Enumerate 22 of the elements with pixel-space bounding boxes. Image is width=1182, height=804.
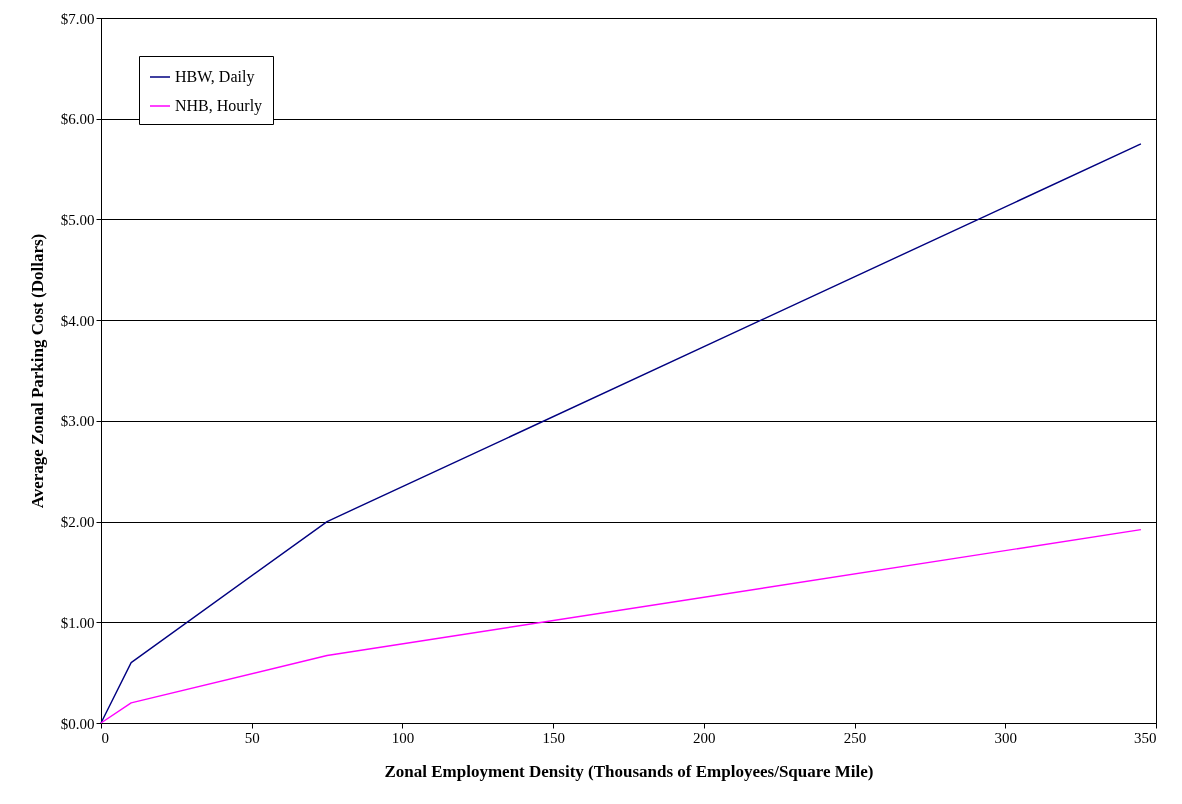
x-tick-label: 0 — [101, 729, 109, 746]
x-tick-label: 100 — [391, 729, 415, 746]
y-tick-label: $7.00 — [60, 10, 95, 27]
y-tick-label: $1.00 — [60, 614, 95, 631]
x-tick-label: 350 — [1134, 729, 1157, 746]
x-axis-title: Zonal Employment Density (Thousands of Employees/Square Mile) — [384, 761, 874, 781]
line-series — [100, 528, 1142, 724]
y-tick-label: $6.00 — [60, 111, 95, 128]
x-tick-label: 200 — [693, 729, 716, 746]
y-tick-label: $3.00 — [60, 413, 95, 430]
y-tick-label: $4.00 — [60, 312, 95, 329]
x-tick-label: 300 — [994, 729, 1018, 746]
legend-label: HBW, Daily — [175, 68, 255, 86]
legend-label: NHB, Hourly — [175, 97, 263, 115]
y-tick-label: $0.00 — [60, 715, 95, 732]
y-axis-title: Average Zonal Parking Cost (Dollars) — [27, 233, 47, 509]
x-tick-label: 150 — [542, 729, 565, 746]
x-tick-label: 250 — [843, 729, 867, 746]
y-tick-label: $2.00 — [60, 514, 95, 531]
y-tick-label: $5.00 — [60, 211, 95, 228]
line-series — [100, 143, 1142, 724]
x-tick-label: 50 — [244, 729, 260, 746]
